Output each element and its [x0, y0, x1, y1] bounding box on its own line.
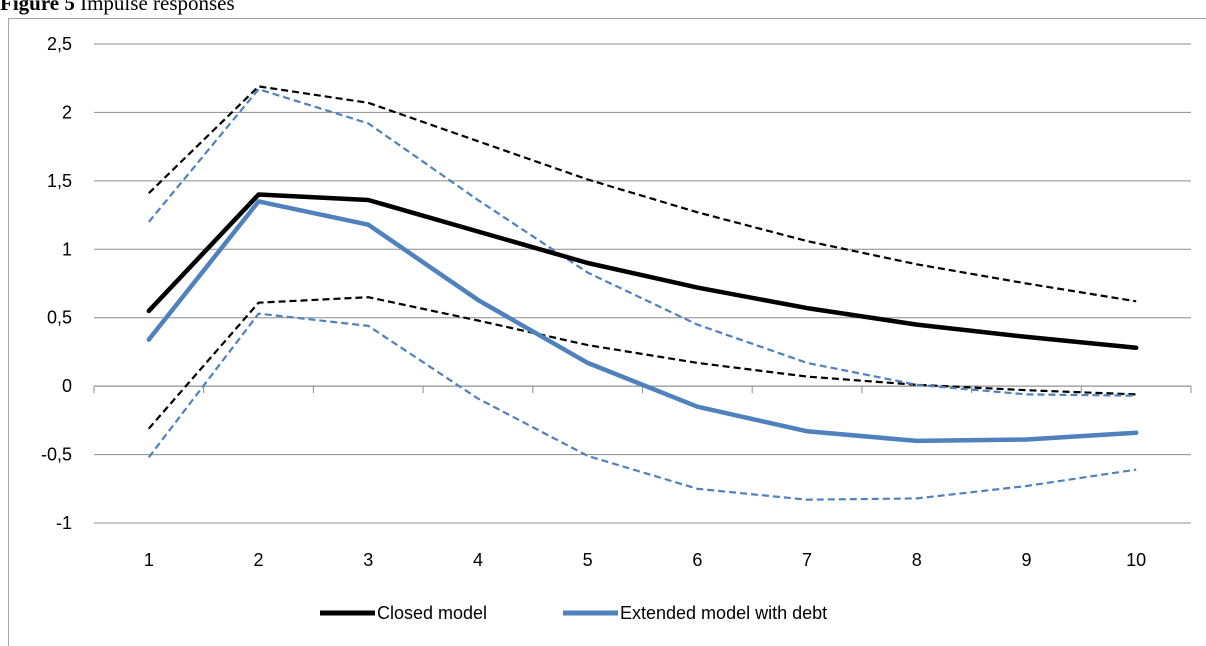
x-tick-label: 10 — [1126, 550, 1146, 570]
y-tick-label: -1 — [56, 513, 72, 533]
figure-label: Figure 5 — [0, 0, 75, 15]
legend-label: Extended model with debt — [620, 603, 827, 623]
legend-label: Closed model — [377, 603, 487, 623]
x-tick-label: 2 — [254, 550, 264, 570]
confidence-band-line — [147, 312, 1137, 501]
confidence-band-line — [147, 296, 1137, 430]
confidence-band-line — [148, 85, 1137, 303]
figure-caption: Figure 5 Impulse responses — [0, 0, 235, 16]
y-tick-label: 2 — [62, 102, 72, 122]
y-tick-label: -0,5 — [41, 445, 72, 465]
y-tick-label: 1 — [62, 239, 72, 259]
y-tick-label: 1,5 — [47, 171, 72, 191]
x-tick-label: 6 — [692, 550, 702, 570]
x-tick-label: 1 — [144, 550, 154, 570]
y-tick-label: 0,5 — [47, 308, 72, 328]
y-tick-label: 2,5 — [47, 34, 72, 54]
x-tick-label: 8 — [912, 550, 922, 570]
x-tick-label: 5 — [583, 550, 593, 570]
series-line — [146, 199, 1139, 444]
y-tick-label: 0 — [62, 376, 72, 396]
chart-frame — [8, 18, 1206, 646]
series-line — [146, 192, 1139, 351]
x-tick-label: 7 — [802, 550, 812, 570]
x-tick-label: 3 — [363, 550, 373, 570]
x-tick-label: 4 — [473, 550, 483, 570]
x-tick-label: 9 — [1021, 550, 1031, 570]
confidence-band-line — [147, 88, 1137, 397]
figure-title: Impulse responses — [80, 0, 235, 15]
